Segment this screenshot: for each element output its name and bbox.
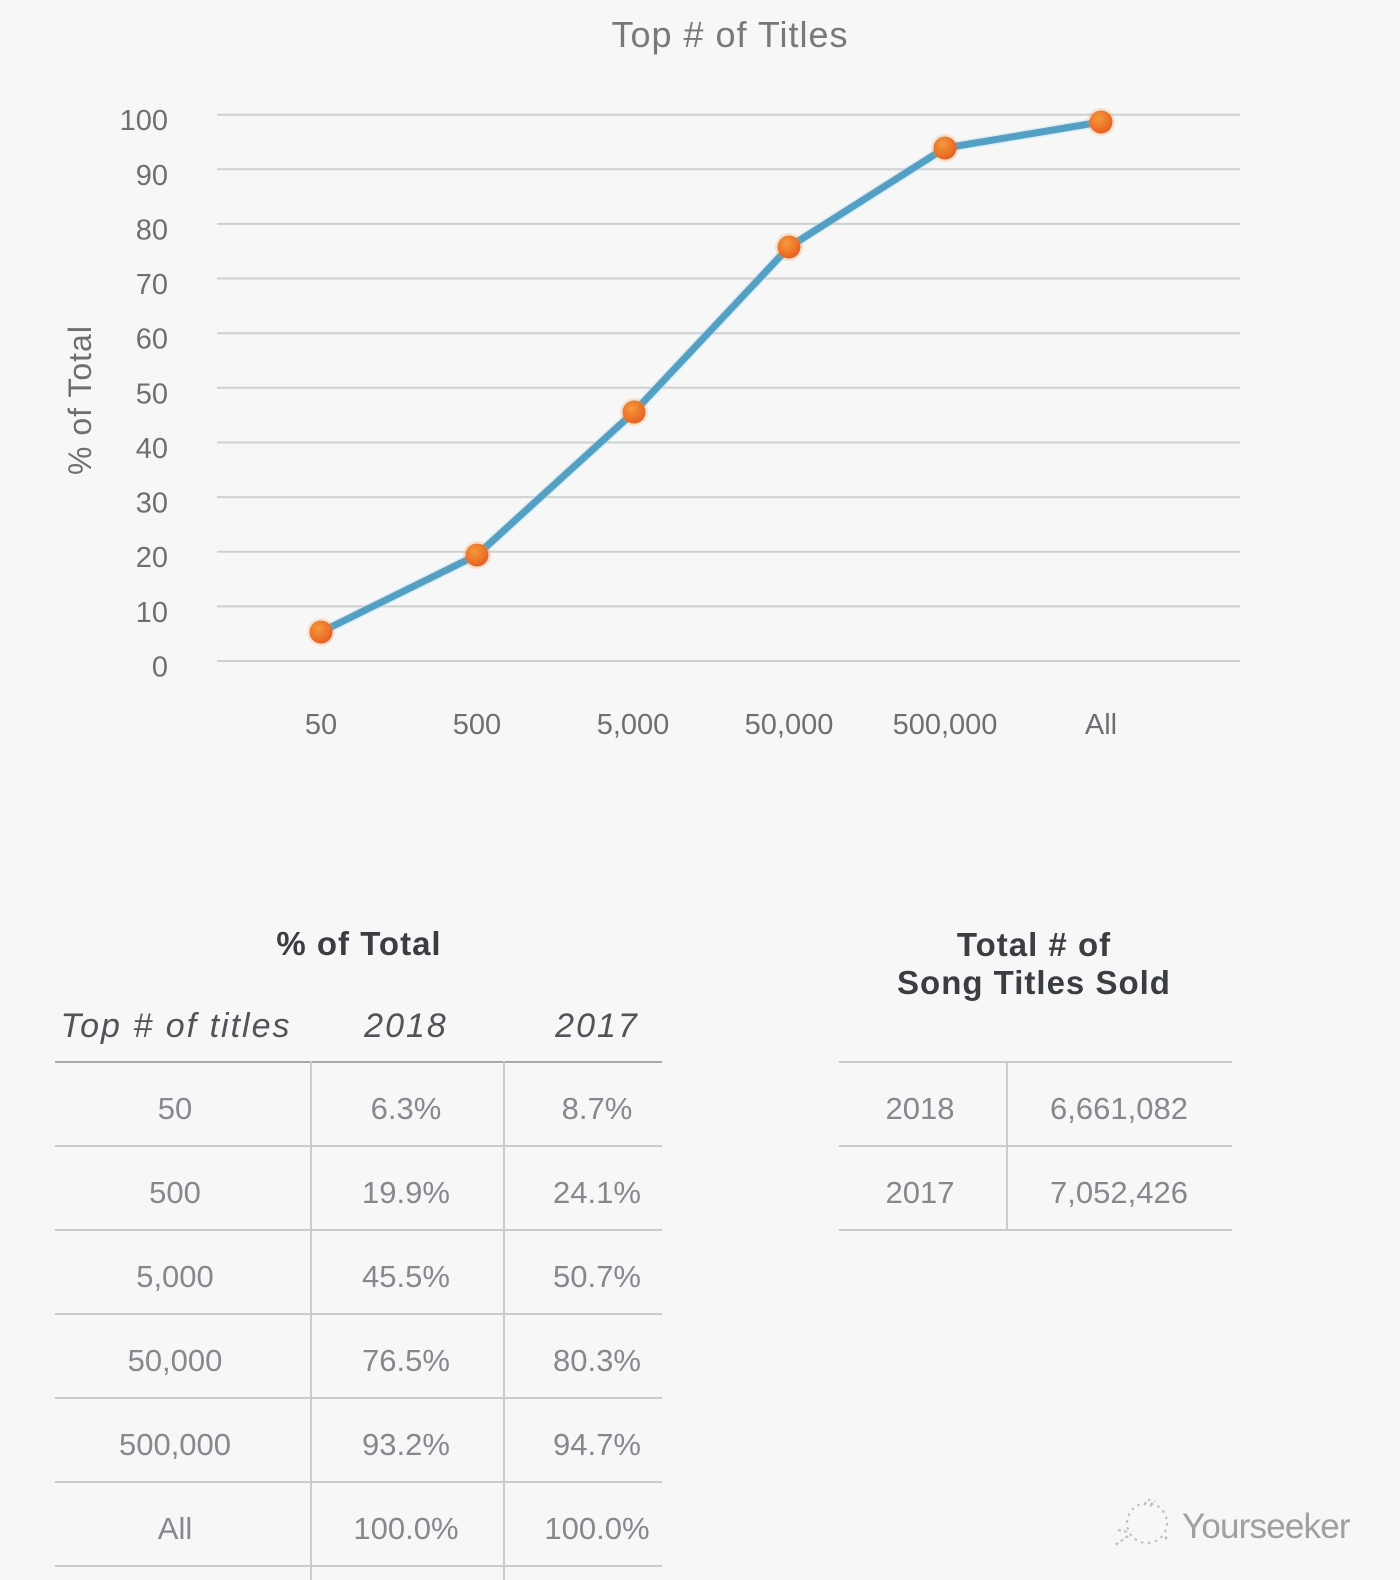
svg-text:All: All [1085, 709, 1117, 741]
svg-text:Yourseeker: Yourseeker [1182, 1507, 1351, 1546]
svg-text:500: 500 [453, 709, 501, 741]
svg-text:30: 30 [136, 488, 168, 520]
svg-text:5,000: 5,000 [597, 709, 670, 741]
svg-text:0: 0 [152, 652, 168, 684]
svg-text:80: 80 [136, 214, 168, 246]
svg-text:10: 10 [136, 597, 168, 629]
svg-text:% of Total: % of Total [62, 325, 98, 475]
svg-text:50: 50 [305, 709, 337, 741]
svg-text:90: 90 [136, 160, 168, 192]
svg-text:70: 70 [136, 269, 168, 301]
svg-text:50,000: 50,000 [745, 709, 834, 741]
svg-text:20: 20 [136, 542, 168, 574]
svg-text:50: 50 [136, 378, 168, 410]
svg-text:100: 100 [120, 105, 168, 137]
svg-text:40: 40 [136, 433, 168, 465]
svg-text:Top # of Titles: Top # of Titles [611, 14, 848, 55]
svg-text:60: 60 [136, 324, 168, 356]
svg-text:500,000: 500,000 [893, 709, 998, 741]
